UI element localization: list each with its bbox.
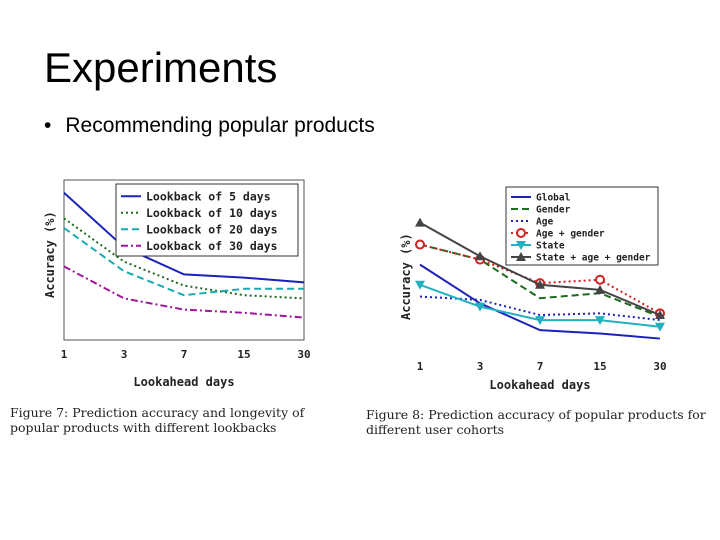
x-tick-label: 30: [297, 348, 310, 361]
figure7-chart: Accuracy (%) Lookahead days 1 3 7 15 30 Look…: [43, 179, 311, 389]
x-axis-label: Lookahead days: [489, 378, 590, 392]
data-point: [595, 284, 605, 294]
x-tick-labels: 1 3 7 15 30: [61, 348, 311, 361]
data-point: [415, 280, 425, 290]
x-tick-label: 7: [181, 348, 188, 361]
legend-box: [505, 186, 659, 266]
legend-label: Age: [536, 216, 553, 227]
x-tick-label: 30: [653, 360, 666, 373]
legend-label: State + age + gender: [536, 252, 651, 263]
y-axis-label: Accuracy (%): [399, 233, 413, 320]
y-axis-label: Accuracy (%): [43, 211, 57, 298]
data-point: [415, 217, 425, 227]
legend-label: Age + gender: [536, 228, 605, 239]
legend-marker: [516, 252, 526, 261]
legend: Lookback of 5 days Lookback of 10 days Loo…: [115, 183, 299, 257]
x-tick-label: 1: [61, 348, 68, 361]
data-point: [535, 316, 545, 326]
legend-label: Lookback of 20 days: [146, 222, 278, 236]
data-point: [535, 279, 545, 289]
plot-frame: [419, 183, 661, 353]
bullet-text: Recommending popular products: [65, 114, 375, 137]
data-point: [475, 302, 485, 312]
data-point: [595, 274, 605, 285]
x-tick-label: 7: [537, 360, 544, 373]
legend-label: Gender: [536, 204, 571, 215]
bullet-item: • Recommending popular products: [44, 112, 375, 140]
series-line: [419, 263, 661, 340]
data-point: [595, 316, 605, 326]
data-point: [655, 322, 665, 332]
slide-title: Experiments: [44, 44, 278, 91]
x-tick-label: 3: [477, 360, 484, 373]
x-tick-labels: 1 3 7 15 30: [417, 360, 667, 373]
legend-label: Lookback of 30 days: [146, 239, 278, 253]
figure8-chart: Accuracy (%) Lookahead days 1 3 7 15 30 Glob…: [399, 183, 667, 392]
series-line: [63, 227, 304, 297]
figure8-caption: Figure 8: Prediction accuracy of popular…: [366, 407, 706, 437]
series-lines: [415, 217, 665, 340]
legend-label: State: [536, 240, 565, 251]
bullet-marker: •: [44, 114, 52, 137]
data-point: [415, 239, 425, 250]
data-point: [655, 310, 665, 320]
legend-box: [115, 183, 299, 257]
x-tick-label: 15: [237, 348, 250, 361]
legend-label: Lookback of 10 days: [146, 206, 278, 220]
plot-frame: [63, 179, 305, 341]
legend-marker: [516, 228, 526, 238]
legend-label: Global: [536, 192, 571, 203]
figure7-caption: Figure 7: Prediction accuracy and longev…: [10, 405, 305, 435]
series-line: [63, 192, 305, 284]
data-point: [475, 251, 485, 261]
x-tick-label: 1: [417, 360, 424, 373]
x-tick-label: 3: [121, 348, 128, 361]
series-line: [419, 243, 661, 318]
legend-marker: [516, 241, 526, 250]
series-lines: [63, 192, 305, 319]
x-axis-label: Lookahead days: [133, 375, 234, 389]
legend-label: Lookback of 5 days: [146, 189, 271, 203]
x-tick-label: 15: [593, 360, 606, 373]
series-line: [63, 265, 305, 319]
